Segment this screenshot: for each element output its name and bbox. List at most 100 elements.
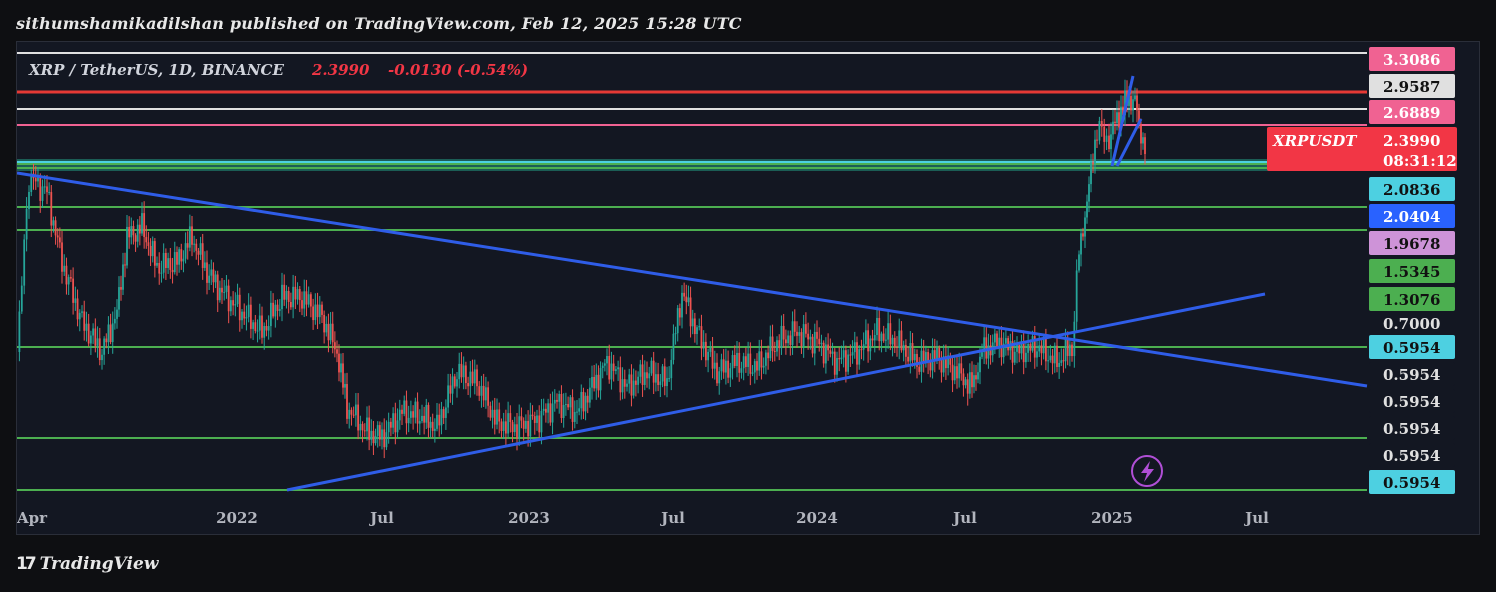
candle-body <box>476 369 478 387</box>
candle-body <box>722 359 725 373</box>
price-scale-label-text: 3.3086 <box>1383 51 1440 69</box>
candle-body <box>376 425 379 436</box>
candle-body <box>327 323 330 341</box>
candle-body <box>1108 135 1110 150</box>
candle-body <box>758 351 761 371</box>
candle-body <box>553 399 556 404</box>
candle-body <box>1124 90 1126 116</box>
candle-body <box>639 364 642 377</box>
channel-line-lower[interactable] <box>1115 118 1143 167</box>
candle-body <box>1024 352 1027 363</box>
candle-body <box>509 413 512 423</box>
candle-body <box>312 306 315 321</box>
countdown-timer: 08:31:12 <box>1383 152 1457 170</box>
candle-body <box>208 275 211 283</box>
candle-body <box>63 265 66 272</box>
candle-body <box>1116 112 1118 124</box>
candle-body <box>547 403 550 413</box>
candle-body <box>473 369 476 384</box>
candle-body <box>232 300 235 306</box>
price-scale-label-text: 0.5954 <box>1383 447 1440 465</box>
candle-body <box>107 324 110 343</box>
candle-body <box>418 421 421 424</box>
candle-body <box>1075 270 1078 322</box>
candle-body <box>469 371 472 387</box>
x-tick-label: Jul <box>368 509 394 527</box>
candle-body <box>853 342 856 353</box>
candle-body <box>1078 254 1080 271</box>
candle-body <box>628 374 631 384</box>
candle-body <box>674 333 677 335</box>
candle-body <box>96 338 99 346</box>
candle-body <box>773 350 776 352</box>
candle-body <box>704 341 707 361</box>
candle-body <box>847 354 850 372</box>
candle-body <box>800 332 803 347</box>
candle-body <box>429 421 432 428</box>
descending-trendline[interactable] <box>17 171 1368 388</box>
candle-body <box>294 286 297 300</box>
candle-body <box>136 224 139 242</box>
ascending-trendline[interactable] <box>286 292 1266 492</box>
candle-body <box>612 363 615 371</box>
price-scale-label-text: 1.9678 <box>1383 235 1440 253</box>
price-scale-label <box>1369 204 1455 228</box>
candle-body <box>1004 338 1007 344</box>
candle-body <box>394 413 397 433</box>
chart-panel[interactable]: 3.3086 2.9587 2.6889 2.0836 2.0404 1.9678 1.53… <box>16 41 1480 535</box>
candle-body <box>902 344 905 351</box>
candle-body <box>132 226 135 236</box>
candle-body <box>164 252 167 268</box>
candle-body <box>120 287 122 290</box>
candle-body <box>893 337 896 347</box>
candle-body <box>184 243 187 259</box>
candle-body <box>789 335 792 345</box>
candle-body <box>720 359 723 372</box>
candle-body <box>65 265 68 285</box>
candle-body <box>593 376 596 389</box>
candle-body <box>603 363 606 366</box>
candle-body <box>363 430 366 432</box>
candle-body <box>571 397 574 422</box>
candle-body <box>354 404 357 416</box>
candle-body <box>180 249 183 262</box>
candle-body <box>89 335 92 344</box>
candle-body <box>378 425 381 440</box>
candle-body <box>580 391 583 409</box>
candle-body <box>889 323 892 345</box>
legend-price: 2.3990 <box>311 61 370 79</box>
price-chart[interactable]: 3.3086 2.9587 2.6889 2.0836 2.0404 1.9678 1.53… <box>17 42 1479 534</box>
candle-body <box>1120 106 1122 128</box>
candle-body <box>425 404 428 423</box>
candle-body <box>619 367 622 393</box>
candle-body <box>1144 137 1146 155</box>
candle-body <box>584 395 587 412</box>
candle-body <box>145 237 148 243</box>
candle-body <box>691 318 694 327</box>
candle-body <box>551 403 554 423</box>
candle-body <box>193 243 196 245</box>
candle-body <box>1013 351 1016 363</box>
candle-body <box>210 269 213 276</box>
candle-body <box>199 243 202 255</box>
candle-body <box>258 315 261 331</box>
candle-body <box>1047 360 1050 362</box>
candle-body <box>956 366 958 379</box>
candle-body <box>34 178 37 182</box>
footer-brand[interactable]: 17 TradingView <box>16 554 158 574</box>
candle-body <box>78 312 81 320</box>
candle-body <box>1128 95 1130 106</box>
candle-body <box>203 262 206 268</box>
candle-body <box>569 397 572 408</box>
candle-body <box>887 323 890 340</box>
candle-body <box>733 355 736 366</box>
candle-body <box>1140 124 1142 144</box>
channel-line-upper[interactable] <box>1110 75 1135 167</box>
candle-body <box>949 355 952 365</box>
candle-body <box>975 375 977 380</box>
candle-body <box>851 352 854 356</box>
lightning-icon[interactable] <box>1131 455 1163 487</box>
candle-body <box>118 287 120 310</box>
price-scale-label <box>1369 47 1455 71</box>
candle-body <box>92 328 95 336</box>
